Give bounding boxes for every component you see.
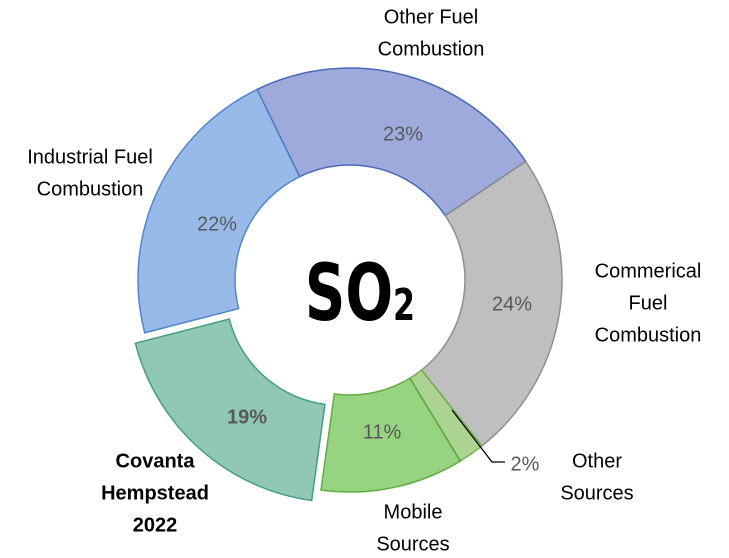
center-main: SO — [305, 247, 393, 339]
leader-line — [451, 409, 505, 463]
category-label: Commerical — [595, 260, 702, 282]
category-label: Fuel — [629, 292, 668, 314]
slice — [134, 318, 326, 502]
category-label: Other — [572, 450, 622, 472]
slices — [134, 67, 563, 502]
category-label: Combustion — [595, 324, 702, 346]
category-label: Sources — [560, 482, 633, 504]
slice — [137, 88, 301, 334]
value-label: 24% — [492, 293, 532, 315]
category-label: Combustion — [37, 178, 144, 200]
value-label: 2% — [511, 453, 540, 475]
value-label: 23% — [383, 123, 423, 145]
value-label: 22% — [197, 213, 237, 235]
slice — [320, 377, 462, 493]
center-subscript: 2 — [393, 280, 415, 331]
slice — [256, 67, 527, 217]
category-label: 2022 — [133, 514, 178, 536]
center-label: SO2 — [305, 247, 415, 339]
category-label: Hempstead — [101, 482, 209, 504]
category-label: Covanta — [116, 450, 196, 472]
category-label: Industrial Fuel — [27, 146, 153, 168]
category-label: Sources — [376, 533, 449, 555]
category-label: Other Fuel — [384, 6, 478, 28]
category-label: Combustion — [378, 38, 485, 60]
value-label: 19% — [227, 406, 267, 428]
value-label: 11% — [363, 421, 402, 443]
category-label: Mobile — [384, 501, 443, 523]
slice — [420, 160, 563, 448]
